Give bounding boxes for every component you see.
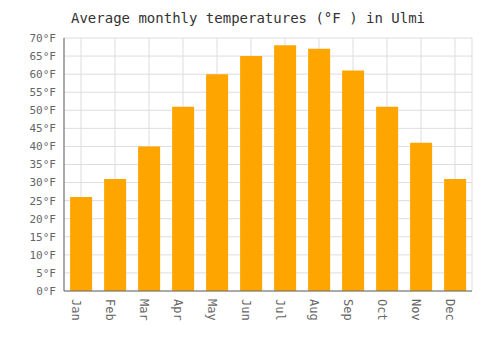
html-text:Average monthly temperatures (: Average monthly temperatures (°F ) in Ul… [71,10,425,26]
svg-text:30°F: 30°F [30,176,57,189]
svg-text:Mar: Mar [137,299,151,321]
svg-text:15°F: 15°F [30,231,57,244]
svg-text:10°F: 10°F [30,249,57,262]
svg-text:55°F: 55°F [30,86,57,99]
svg-text:5°F: 5°F [36,267,56,280]
svg-text:65°F: 65°F [30,50,57,63]
svg-text:60°F: 60°F [30,68,57,81]
svg-text:70°F: 70°F [30,32,57,45]
svg-text:50°F: 50°F [30,104,57,117]
svg-text:Apr: Apr [171,299,185,321]
svg-text:Jan: Jan [69,299,83,321]
svg-text:0°F: 0°F [36,285,56,298]
svg-text:45°F: 45°F [30,122,57,135]
svg-text:Feb: Feb [103,299,117,321]
svg-text:Dec: Dec [443,299,457,321]
svg-text:May: May [205,299,219,321]
svg-text:40°F: 40°F [30,140,57,153]
svg-text:Oct: Oct [375,299,389,321]
svg-text:35°F: 35°F [30,158,57,171]
svg-text:25°F: 25°F [30,195,57,208]
svg-text:Jun: Jun [239,299,253,321]
svg-text:Jul: Jul [273,299,287,321]
svg-text:Aug: Aug [307,299,321,321]
svg-text:Sep: Sep [341,299,355,321]
svg-text:Nov: Nov [409,299,423,321]
svg-text:20°F: 20°F [30,213,57,226]
